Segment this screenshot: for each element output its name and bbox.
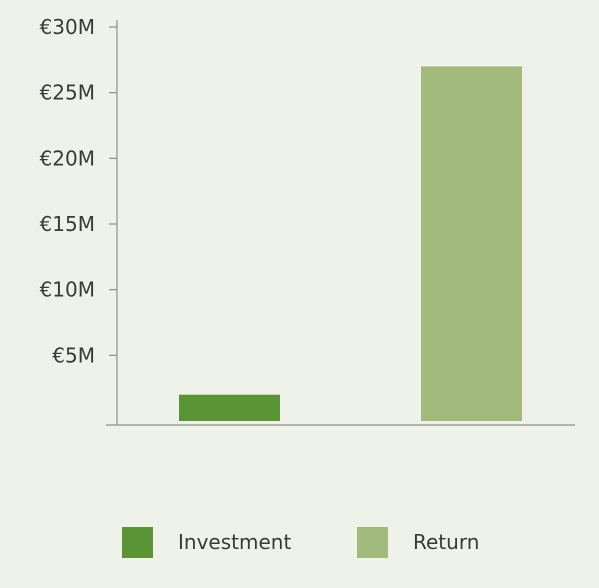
y-tick-label: €25M (40, 81, 95, 105)
bar-investment (179, 394, 280, 421)
legend-label-investment: Investment (178, 530, 291, 554)
y-axis: €5M €10M €15M €20M €25M €30M (40, 15, 118, 425)
y-tick-label: €5M (52, 343, 95, 367)
y-tick-label: €10M (40, 278, 95, 302)
bars (179, 66, 522, 422)
y-tick-label: €30M (40, 15, 95, 39)
legend-swatch-investment (122, 527, 153, 558)
legend-swatch-return (357, 527, 388, 558)
bar-return (421, 66, 522, 422)
y-tick-label: €20M (40, 146, 95, 170)
legend-label-return: Return (413, 530, 479, 554)
legend: Investment Return (122, 527, 479, 558)
y-tick-label: €15M (40, 212, 95, 236)
